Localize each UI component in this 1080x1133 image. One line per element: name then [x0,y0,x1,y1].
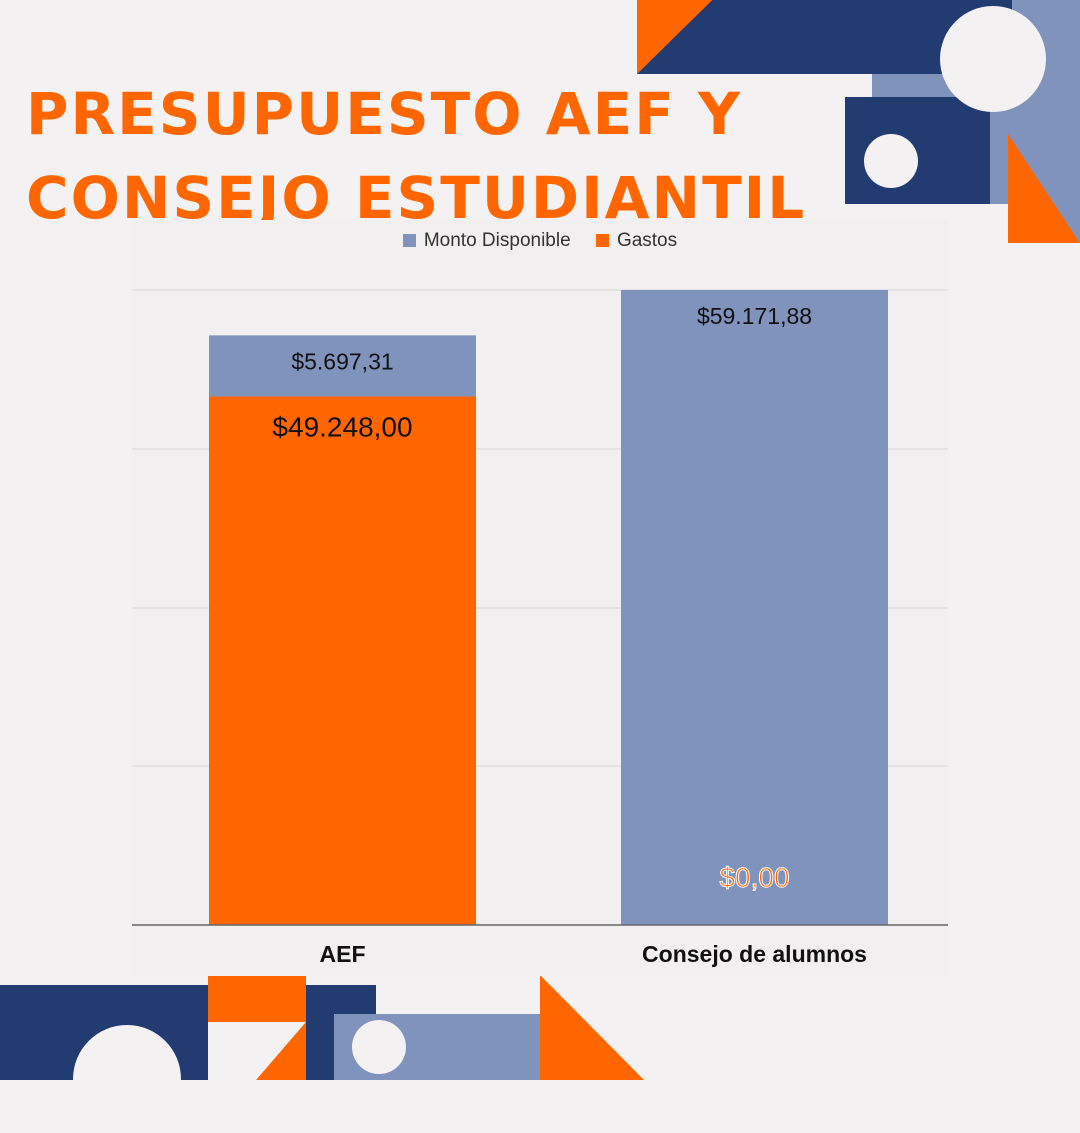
legend-label-gastos: Gastos [616,230,678,251]
legend-item-monto-disponible: Monto Disponible [402,230,571,252]
legend-swatch-monto-disponible [402,234,416,247]
label-aef-gastos: $49.248,00 [272,411,412,442]
legend-swatch-gastos [595,234,609,247]
legend-label-monto-disponible: Monto Disponible [423,230,571,251]
x-tick-consejo-de-alumnos: Consejo de alumnos [642,941,867,967]
bar-chart: $5.697,31 $49.248,00 $59.171,88 $0,00 AE… [132,289,948,967]
bar-aef-gastos [209,396,476,925]
x-tick-aef: AEF [320,941,366,967]
deco-top-white-circle-large [940,6,1046,112]
page-title: Presupuesto AEF y Consejo Estudiantil [26,72,806,240]
deco-bottom-white-circle-left [73,1025,181,1133]
bar-aef-monto-disponible [209,335,476,397]
deco-bottom-white-circle-small [352,1020,406,1074]
deco-top-white-circle-small [864,134,918,188]
chart-legend: Monto Disponible Gastos [132,230,948,252]
title-line-1: Presupuesto AEF y [26,80,743,148]
label-aef-monto-disponible: $5.697,31 [291,348,393,374]
label-consejo-monto-disponible: $59.171,88 [697,303,812,329]
deco-bottom-orange-triangle-small [256,1022,306,1080]
deco-bottom-orange-triangle [540,975,644,1080]
bar-consejo-monto-disponible [621,290,888,925]
legend-item-gastos: Gastos [595,230,678,252]
label-consejo-gastos: $0,00 [719,862,789,893]
chart-panel: Monto Disponible Gastos $5.697,31 $49.24… [132,220,948,976]
